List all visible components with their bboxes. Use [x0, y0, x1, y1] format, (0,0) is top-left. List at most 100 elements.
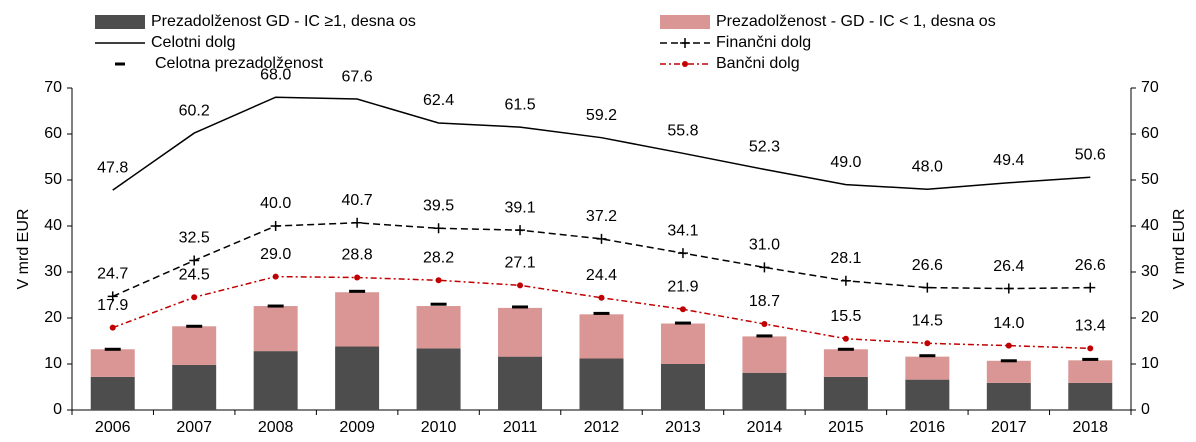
- bar: [742, 372, 787, 410]
- legend-swatch: [660, 15, 710, 29]
- x-tick-label: 2014: [747, 419, 783, 436]
- data-label: 15.5: [830, 308, 861, 325]
- y-tick-label: 70: [44, 79, 62, 96]
- legend-label: Celotni dolg: [151, 34, 236, 51]
- total-marker: [593, 311, 610, 315]
- data-label: 24.5: [179, 267, 210, 284]
- data-label: 26.6: [1075, 257, 1106, 274]
- legend-swatch: [115, 62, 125, 66]
- bar: [253, 351, 298, 410]
- data-label: 14.5: [912, 313, 943, 330]
- marker: [679, 306, 686, 313]
- x-tick-label: 2018: [1072, 419, 1108, 436]
- bar: [335, 346, 380, 410]
- x-tick-label: 2012: [584, 419, 620, 436]
- y-tick-label: 50: [44, 171, 62, 188]
- y-tick-label: 60: [44, 125, 62, 142]
- data-label: 40.7: [342, 192, 373, 209]
- y2-tick-label: 70: [1141, 79, 1159, 96]
- total-marker: [1000, 359, 1017, 363]
- y-tick-label: 20: [44, 309, 62, 326]
- y2-tick-label: 20: [1141, 309, 1159, 326]
- legend-label: Prezadolženost - GD - IC < 1, desna os: [716, 13, 996, 30]
- marker: [191, 294, 198, 301]
- bar: [498, 307, 543, 357]
- bar: [498, 356, 543, 410]
- y2-tick-label: 0: [1141, 401, 1150, 418]
- data-label: 29.0: [260, 246, 291, 263]
- marker: [107, 291, 118, 302]
- data-label: 60.2: [179, 102, 210, 119]
- data-label: 48.0: [912, 158, 943, 175]
- bar: [660, 364, 705, 410]
- total-marker: [919, 354, 936, 358]
- bar: [742, 336, 787, 373]
- total-marker: [430, 302, 447, 306]
- x-tick-label: 2011: [503, 419, 538, 436]
- bar: [905, 379, 950, 410]
- y-axis-label: V mrd EUR: [15, 209, 32, 290]
- x-tick-label: 2008: [258, 419, 294, 436]
- marker: [759, 262, 770, 273]
- marker: [517, 282, 524, 289]
- bar: [335, 292, 380, 347]
- marker: [598, 294, 605, 301]
- data-label: 34.1: [667, 222, 698, 239]
- y2-tick-label: 30: [1141, 263, 1159, 280]
- total-marker: [267, 304, 284, 308]
- bar: [416, 306, 461, 349]
- y2-tick-label: 10: [1141, 355, 1159, 372]
- data-label: 26.6: [912, 257, 943, 274]
- marker: [270, 221, 281, 231]
- marker: [189, 255, 200, 266]
- x-tick-label: 2010: [421, 419, 457, 436]
- legend-swatch: [680, 38, 690, 48]
- bar: [579, 358, 624, 410]
- marker: [109, 324, 116, 331]
- data-label: 28.1: [830, 250, 861, 267]
- bar: [253, 306, 298, 352]
- data-label: 67.6: [342, 68, 373, 85]
- data-label: 24.4: [586, 267, 617, 284]
- bar: [1068, 360, 1113, 383]
- data-label: 40.0: [260, 195, 291, 212]
- data-label: 17.9: [97, 297, 128, 314]
- marker: [842, 335, 849, 342]
- data-label: 47.8: [97, 159, 128, 176]
- data-label: 49.0: [830, 154, 861, 171]
- data-label: 31.0: [749, 237, 780, 254]
- data-label: 62.4: [423, 92, 454, 109]
- marker: [924, 340, 931, 347]
- x-tick-label: 2009: [339, 419, 375, 436]
- x-tick-label: 2015: [828, 419, 864, 436]
- marker: [922, 282, 933, 293]
- y-tick-label: 0: [53, 401, 62, 418]
- y2-tick-label: 50: [1141, 171, 1159, 188]
- legend-swatch: [95, 15, 145, 29]
- bar: [986, 360, 1031, 383]
- marker: [352, 217, 363, 228]
- marker: [515, 225, 526, 236]
- data-label: 55.8: [667, 123, 698, 140]
- bar: [172, 364, 217, 410]
- data-label: 50.6: [1075, 146, 1106, 163]
- data-label: 27.1: [504, 255, 535, 272]
- data-label: 21.9: [667, 278, 698, 295]
- data-label: 49.4: [993, 152, 1024, 169]
- legend-label: Finančni dolg: [716, 34, 811, 51]
- bar: [416, 348, 461, 410]
- marker: [435, 277, 442, 284]
- total-marker: [837, 347, 854, 351]
- data-label: 68.0: [260, 66, 291, 83]
- x-tick-label: 2007: [176, 419, 212, 436]
- total-marker: [1082, 357, 1099, 361]
- x-tick-label: 2017: [991, 419, 1027, 436]
- y-tick-label: 40: [44, 217, 62, 234]
- bar: [90, 349, 135, 377]
- total-marker: [674, 321, 691, 325]
- data-label: 24.7: [97, 266, 128, 283]
- marker: [272, 273, 279, 280]
- line: [112, 96, 1091, 191]
- marker: [840, 275, 851, 286]
